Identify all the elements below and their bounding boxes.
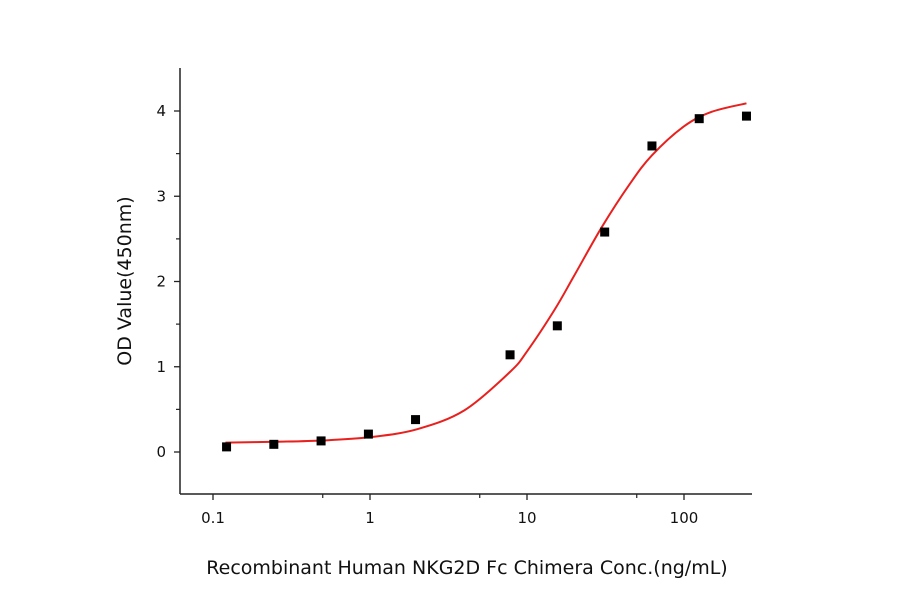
ticks: 0 1 2 3 4 0.1 1 10 100 — [156, 102, 698, 527]
data-point — [694, 114, 704, 124]
data-point — [552, 321, 562, 331]
fit-curve — [225, 102, 747, 444]
data-point — [363, 429, 373, 439]
data-point — [316, 436, 326, 446]
y-tick-label: 3 — [156, 187, 166, 205]
data-point — [647, 141, 657, 151]
fit-curve-group — [225, 102, 747, 444]
data-point — [600, 227, 610, 237]
x-tick-label: 10 — [517, 509, 536, 527]
data-point — [222, 442, 232, 452]
x-tick-label: 0.1 — [201, 509, 225, 527]
x-tick-label: 100 — [670, 509, 699, 527]
y-tick-label: 1 — [156, 358, 166, 376]
y-axis-title: OD Value(450nm) — [114, 196, 136, 365]
x-axis-title: Recombinant Human NKG2D Fc Chimera Conc.… — [206, 557, 727, 579]
data-point — [741, 111, 751, 121]
x-tick-label: 1 — [365, 509, 375, 527]
y-tick-label: 0 — [156, 443, 166, 461]
data-points — [222, 111, 751, 452]
y-tick-label: 4 — [156, 102, 166, 120]
data-point — [269, 439, 279, 449]
data-point — [505, 350, 515, 360]
data-point — [411, 415, 421, 425]
y-tick-label: 2 — [156, 273, 166, 291]
axes — [179, 68, 752, 495]
